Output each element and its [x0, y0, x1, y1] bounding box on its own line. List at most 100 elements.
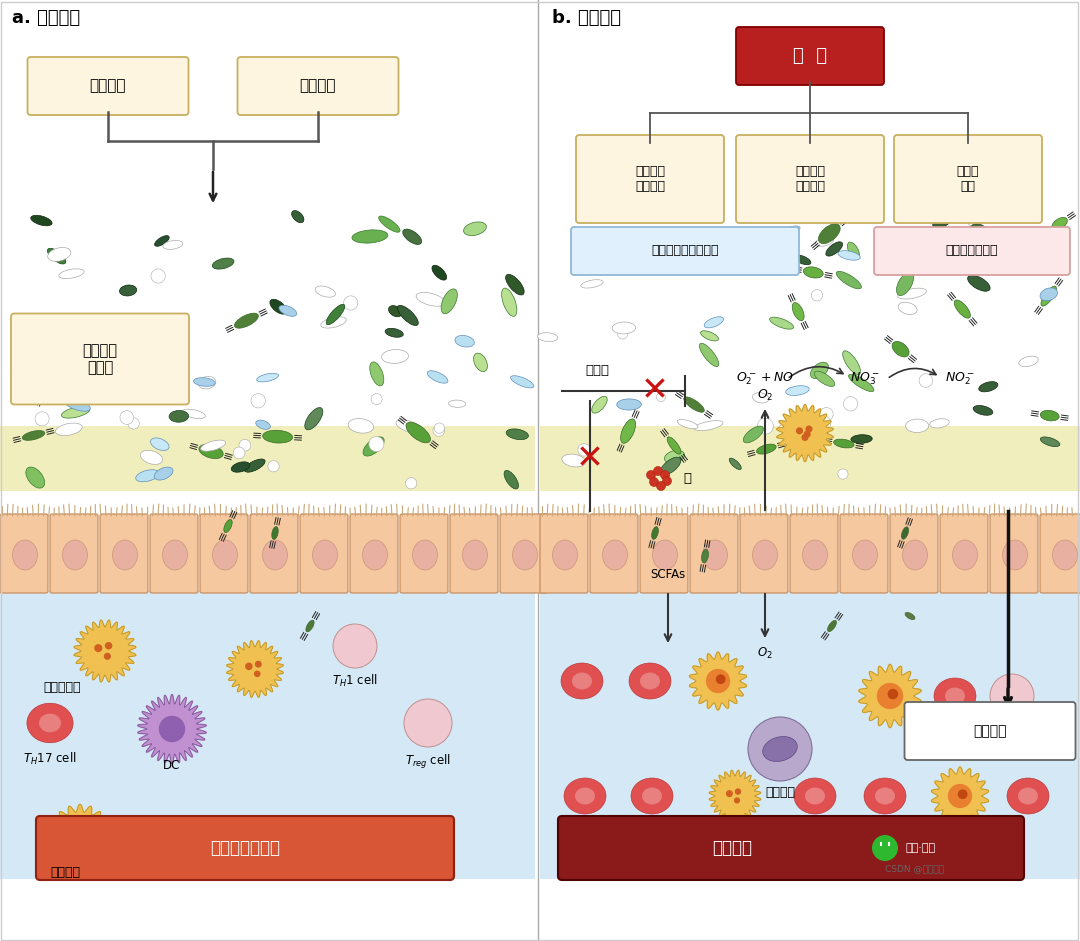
Text: 病菌积累
和渗透: 病菌积累 和渗透	[82, 343, 118, 375]
Ellipse shape	[11, 358, 31, 374]
Ellipse shape	[23, 431, 44, 440]
Text: CSDN @谷禾牛博: CSDN @谷禾牛博	[885, 865, 944, 873]
FancyBboxPatch shape	[640, 514, 688, 593]
Ellipse shape	[379, 216, 400, 232]
Ellipse shape	[154, 467, 173, 480]
FancyBboxPatch shape	[450, 514, 498, 593]
Ellipse shape	[513, 540, 538, 570]
Circle shape	[706, 670, 729, 693]
Circle shape	[820, 407, 833, 421]
Ellipse shape	[1018, 788, 1038, 805]
Ellipse shape	[1040, 288, 1057, 301]
Text: 有益共生
体的丧失: 有益共生 体的丧失	[795, 165, 825, 193]
Ellipse shape	[403, 229, 421, 245]
FancyBboxPatch shape	[571, 227, 799, 275]
Circle shape	[160, 716, 185, 742]
Ellipse shape	[693, 421, 723, 431]
Ellipse shape	[170, 410, 189, 423]
Circle shape	[68, 823, 93, 849]
Circle shape	[151, 269, 165, 283]
Ellipse shape	[930, 419, 949, 428]
FancyBboxPatch shape	[238, 57, 399, 115]
Ellipse shape	[338, 827, 357, 844]
Ellipse shape	[848, 242, 860, 259]
Circle shape	[106, 643, 111, 648]
Ellipse shape	[664, 451, 685, 463]
Ellipse shape	[63, 540, 87, 570]
Ellipse shape	[903, 540, 928, 570]
Ellipse shape	[700, 343, 718, 367]
Ellipse shape	[363, 540, 388, 570]
Ellipse shape	[27, 703, 73, 742]
Ellipse shape	[660, 457, 680, 475]
Ellipse shape	[234, 313, 258, 328]
Ellipse shape	[906, 419, 929, 433]
FancyBboxPatch shape	[789, 514, 838, 593]
Bar	[0, 0, 535, 879]
Circle shape	[105, 653, 110, 659]
Ellipse shape	[315, 286, 336, 297]
FancyBboxPatch shape	[840, 514, 888, 593]
Text: ✕: ✕	[642, 375, 669, 407]
Ellipse shape	[507, 429, 528, 439]
Ellipse shape	[136, 470, 159, 482]
Ellipse shape	[262, 540, 287, 570]
Circle shape	[127, 418, 139, 429]
Text: b. 晚期失调: b. 晚期失调	[552, 9, 621, 27]
Polygon shape	[859, 664, 921, 727]
Ellipse shape	[272, 527, 279, 539]
Polygon shape	[138, 694, 206, 763]
Ellipse shape	[41, 375, 55, 397]
Circle shape	[405, 478, 417, 489]
Ellipse shape	[702, 540, 728, 570]
Ellipse shape	[684, 397, 704, 412]
Ellipse shape	[896, 272, 914, 295]
Circle shape	[661, 470, 670, 480]
Ellipse shape	[575, 788, 595, 805]
Ellipse shape	[955, 300, 971, 318]
Ellipse shape	[564, 778, 606, 814]
Ellipse shape	[140, 451, 163, 465]
Ellipse shape	[562, 455, 585, 467]
Text: 铁: 铁	[683, 472, 691, 486]
Circle shape	[256, 662, 261, 667]
Ellipse shape	[794, 778, 836, 814]
Circle shape	[878, 683, 903, 709]
Ellipse shape	[1041, 286, 1056, 306]
Circle shape	[958, 790, 967, 798]
Text: 炎  症: 炎 症	[793, 47, 827, 65]
Ellipse shape	[270, 299, 286, 314]
Ellipse shape	[581, 279, 603, 288]
Ellipse shape	[463, 222, 486, 235]
Ellipse shape	[396, 420, 422, 434]
Ellipse shape	[933, 216, 950, 228]
Circle shape	[333, 624, 377, 668]
Ellipse shape	[244, 459, 265, 472]
FancyBboxPatch shape	[940, 514, 988, 593]
Ellipse shape	[501, 288, 517, 316]
Ellipse shape	[183, 409, 205, 419]
FancyBboxPatch shape	[576, 135, 724, 223]
Ellipse shape	[455, 335, 474, 347]
Ellipse shape	[785, 386, 809, 395]
Circle shape	[727, 790, 732, 796]
Polygon shape	[931, 767, 988, 825]
Ellipse shape	[191, 818, 233, 854]
Ellipse shape	[651, 527, 659, 539]
Circle shape	[309, 419, 318, 427]
Ellipse shape	[864, 778, 906, 814]
Ellipse shape	[292, 211, 303, 223]
Ellipse shape	[805, 788, 825, 805]
FancyBboxPatch shape	[300, 514, 348, 593]
Circle shape	[811, 290, 823, 301]
Ellipse shape	[199, 444, 224, 458]
Ellipse shape	[814, 371, 835, 387]
FancyBboxPatch shape	[36, 816, 454, 880]
FancyBboxPatch shape	[558, 816, 1024, 880]
Ellipse shape	[756, 444, 777, 455]
FancyBboxPatch shape	[905, 702, 1076, 760]
Ellipse shape	[262, 430, 293, 443]
Ellipse shape	[553, 540, 578, 570]
FancyBboxPatch shape	[150, 514, 198, 593]
Ellipse shape	[432, 265, 447, 280]
